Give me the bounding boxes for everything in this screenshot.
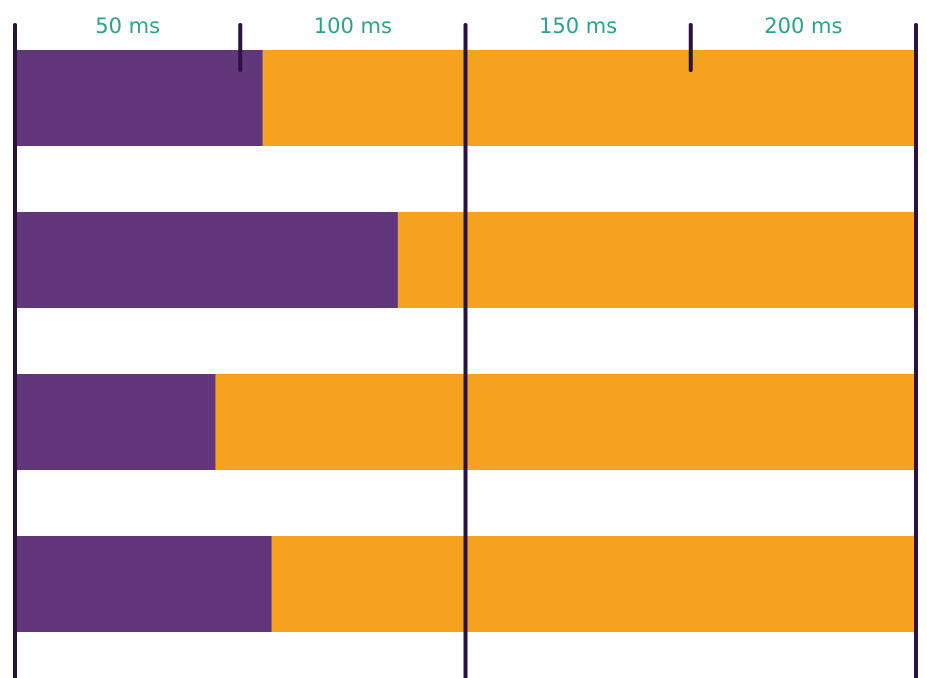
bar-row-2-segment-1 (15, 212, 398, 308)
bar-row-3-segment-1 (15, 374, 216, 470)
bar-row-4-segment-1 (15, 536, 272, 632)
grid-layer (13, 23, 918, 678)
bar-row-4-segment-2 (271, 536, 916, 632)
tick-label-3: 150 ms (539, 14, 617, 38)
tick-labels-layer: 50 ms 100 ms 150 ms 200 ms (95, 14, 842, 38)
bar-row-1-segment-1 (15, 50, 263, 146)
tick-label-2: 100 ms (314, 14, 392, 38)
bars-layer (15, 50, 916, 632)
bar-row-2-segment-2 (397, 212, 916, 308)
tick-label-4: 200 ms (764, 14, 842, 38)
bar-row-1-segment-2 (262, 50, 916, 146)
bar-row-3-segment-2 (215, 374, 916, 470)
tick-label-1: 50 ms (95, 14, 160, 38)
